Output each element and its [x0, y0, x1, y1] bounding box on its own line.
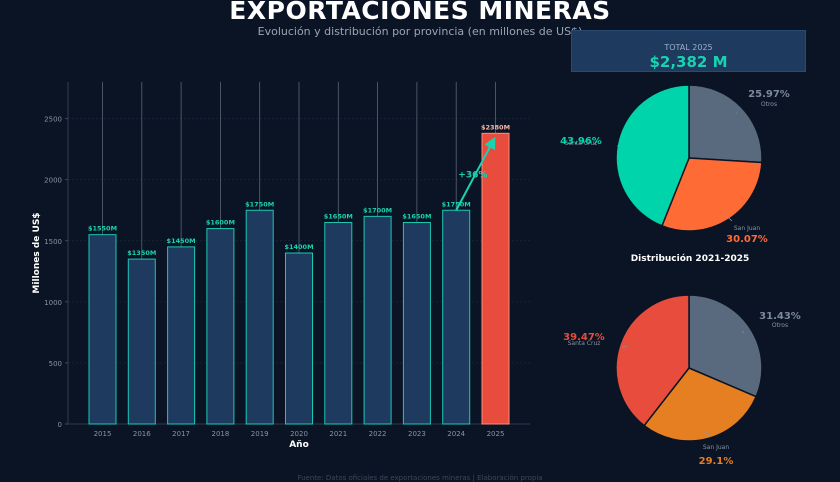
y-tick-label: 2500: [44, 116, 62, 124]
y-tick-label: 1500: [44, 238, 62, 246]
bar-2023: [403, 222, 430, 424]
growth-annotation: +36%: [458, 170, 487, 180]
bar-value-label: $1650M: [324, 212, 353, 220]
x-tick-label: 2023: [408, 430, 426, 438]
y-tick-label: 1000: [44, 299, 62, 307]
x-tick-label: 2018: [211, 430, 229, 438]
bar-value-label: $1700M: [363, 206, 392, 214]
bar-chart: 0 500 1000 1500 2000 2500 $1550M 2015 $1350M 2016…: [32, 82, 530, 450]
pie-slice-percent: 25.97%: [748, 89, 790, 100]
x-tick-label: 2024: [447, 430, 465, 438]
x-tick-label: 2019: [251, 430, 269, 438]
bar-2015: [89, 235, 116, 424]
total-label: TOTAL 2025: [572, 43, 805, 52]
bar-value-label: $1600M: [206, 219, 235, 227]
y-axis-label: Millones de US$: [32, 212, 42, 293]
bar-2020: [286, 253, 313, 424]
y-tick-label: 2000: [44, 177, 62, 185]
bar-2016: [128, 259, 155, 424]
x-tick-label: 2020: [290, 430, 308, 438]
bar-2021: [325, 222, 352, 424]
bar-2018: [207, 229, 234, 424]
bar-value-label: $1350M: [127, 249, 156, 257]
x-tick-label: 2021: [329, 430, 347, 438]
bar-value-label: $1650M: [402, 212, 431, 220]
y-tick-label: 500: [49, 360, 62, 368]
bar-2022: [364, 216, 391, 424]
distribution-title: Distribución 2021-2025: [590, 254, 790, 264]
x-tick-label: 2025: [487, 430, 505, 438]
bar-value-label: $2380M: [481, 123, 510, 131]
footer-source: Fuente: Datos oficiales de exportaciones…: [0, 474, 840, 482]
x-tick-label: 2016: [133, 430, 151, 438]
total-value: $2,382 M: [572, 53, 805, 71]
bar-2017: [168, 247, 195, 424]
pie-slice-percent: 30.07%: [726, 234, 768, 245]
bar-value-label: $1400M: [284, 243, 313, 251]
bar-value-label: $1750M: [245, 200, 274, 208]
bar-value-label: $1550M: [88, 225, 117, 233]
pie-slice-name: San Juan: [703, 444, 729, 451]
bar-2024: [443, 210, 470, 424]
pie-slice-percent: 31.43%: [759, 311, 801, 322]
total-card: TOTAL 2025 $2,382 M: [571, 30, 806, 72]
bar-2019: [246, 210, 273, 424]
bar-value-label: $1750M: [442, 200, 471, 208]
x-tick-label: 2022: [369, 430, 387, 438]
x-tick-label: 2017: [172, 430, 190, 438]
pie-slice-name: Otros: [772, 322, 788, 329]
pie-slice-name: Otros: [761, 101, 777, 108]
x-tick-label: 2015: [94, 430, 112, 438]
bar-value-label: $1450M: [167, 237, 196, 245]
pie-slice-percent: 39.47%: [563, 332, 605, 343]
pie-slice-percent: 43.96%: [560, 136, 602, 147]
pie-slice-percent: 29.1%: [699, 456, 734, 467]
y-tick-label: 0: [58, 421, 62, 429]
x-axis-label: Año: [289, 440, 309, 450]
pie-slice-name: San Juan: [734, 225, 760, 232]
